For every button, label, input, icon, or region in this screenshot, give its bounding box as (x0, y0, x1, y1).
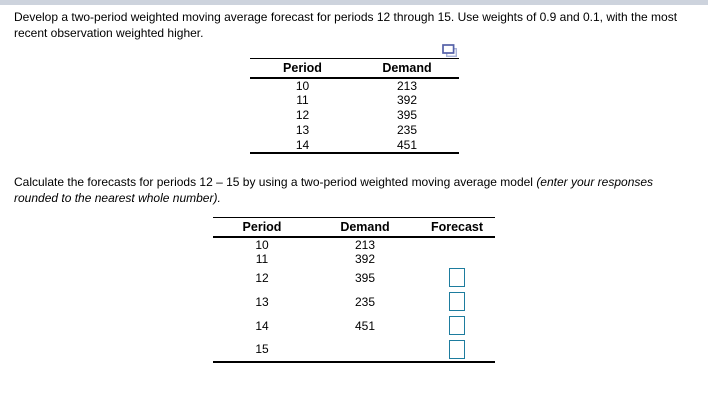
demand-data-table: Period Demand 10 213 11 392 12 395 13 235 14 451 (250, 58, 459, 154)
answer-table-body: 10 213 11 392 12 395 13 235 14 451 15 (213, 237, 495, 363)
answer-table-row: 10 213 (213, 237, 495, 252)
period-cell: 11 (255, 251, 269, 266)
forecast-cell (419, 252, 495, 266)
answer-table-row: 12 395 (213, 266, 495, 290)
forecast-cell (419, 337, 495, 363)
popup-icon-front-rect (442, 44, 455, 54)
demand-cell: 235 (396, 123, 418, 137)
demand-table-row: 12 395 (250, 108, 459, 123)
forecast-input-period-13[interactable] (449, 292, 465, 311)
demand-cell: 395 (354, 270, 376, 285)
answer-table-row: 11 392 (213, 252, 495, 266)
demand-cell: 451 (355, 137, 459, 154)
demand-cell: 451 (354, 318, 376, 333)
instruction-text: Calculate the forecasts for periods 12 –… (14, 174, 662, 206)
demand-table-header-period: Period (250, 58, 355, 79)
answer-table-row: 15 (213, 337, 495, 363)
demand-table-row: 10 213 (250, 78, 459, 93)
forecast-cell (419, 266, 495, 290)
answer-table-row: 13 235 (213, 290, 495, 314)
forecast-input-period-15[interactable] (449, 339, 465, 359)
period-cell: 14 (255, 318, 269, 333)
demand-cell: 395 (396, 108, 418, 122)
answer-table-header-demand: Demand (311, 217, 419, 238)
period-cell: 11 (296, 93, 309, 107)
period-cell: 12 (295, 108, 310, 122)
demand-cell: 213 (396, 78, 418, 93)
period-cell: 12 (255, 270, 269, 285)
demand-cell (311, 337, 419, 363)
period-cell: 10 (295, 78, 310, 93)
period-cell: 10 (255, 237, 269, 252)
demand-cell: 235 (354, 294, 376, 309)
period-cell: 13 (295, 123, 310, 137)
demand-cell: 392 (354, 251, 376, 266)
answer-table-header-period: Period (213, 217, 311, 238)
demand-table-header-demand: Demand (355, 58, 459, 79)
demand-table-header-row: Period Demand (250, 58, 459, 79)
period-cell: 13 (255, 294, 269, 309)
demand-cell: 213 (354, 237, 376, 252)
forecast-cell (419, 314, 495, 338)
demand-table-body: 10 213 11 392 12 395 13 235 14 451 (250, 78, 459, 154)
open-in-popup-window-icon[interactable] (442, 44, 458, 58)
answer-table-header-forecast: Forecast (419, 217, 495, 238)
answer-table-header-row: Period Demand Forecast (213, 217, 495, 238)
demand-table-row: 14 451 (250, 137, 459, 154)
demand-table-row: 13 235 (250, 123, 459, 138)
forecast-input-period-12[interactable] (449, 268, 465, 287)
instruction-italic-text: (enter your responses rounded to the nea… (14, 175, 654, 205)
window-top-bar (0, 0, 708, 5)
forecast-cell (419, 290, 495, 314)
demand-table-row: 11 392 (250, 93, 459, 108)
answer-table-row: 14 451 (213, 314, 495, 338)
instruction-regular-text: Calculate the forecasts for periods 12 –… (14, 175, 537, 189)
forecast-cell (419, 237, 495, 252)
forecast-input-period-14[interactable] (449, 316, 465, 335)
period-cell: 15 (213, 337, 311, 363)
demand-cell: 392 (396, 93, 418, 107)
period-cell: 14 (250, 137, 355, 154)
question-text: Develop a two-period weighted moving ave… (14, 10, 678, 40)
forecast-answer-table: Period Demand Forecast 10 213 11 392 12 395 13… (213, 217, 495, 363)
